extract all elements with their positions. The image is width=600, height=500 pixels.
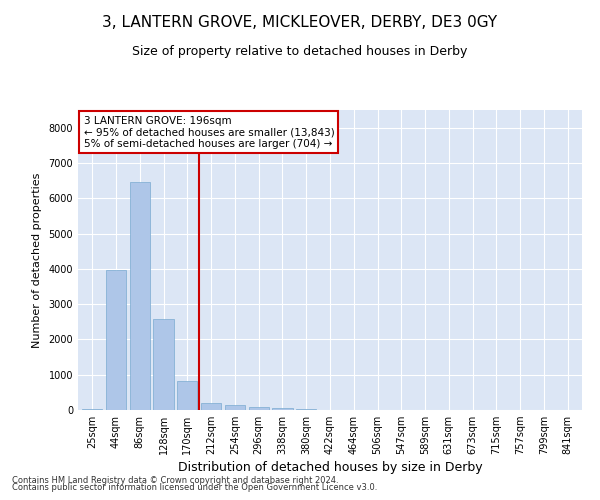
Text: Size of property relative to detached houses in Derby: Size of property relative to detached ho…: [133, 45, 467, 58]
Bar: [296, 409, 316, 410]
Text: 3, LANTERN GROVE, MICKLEOVER, DERBY, DE3 0GY: 3, LANTERN GROVE, MICKLEOVER, DERBY, DE3…: [103, 15, 497, 30]
Text: Contains HM Land Registry data © Crown copyright and database right 2024.: Contains HM Land Registry data © Crown c…: [12, 476, 338, 485]
Bar: [201, 404, 221, 410]
Bar: [225, 406, 245, 410]
Text: 3 LANTERN GROVE: 196sqm
← 95% of detached houses are smaller (13,843)
5% of semi: 3 LANTERN GROVE: 196sqm ← 95% of detache…: [83, 116, 334, 149]
Text: Contains public sector information licensed under the Open Government Licence v3: Contains public sector information licen…: [12, 484, 377, 492]
Bar: [248, 407, 269, 410]
Bar: [272, 408, 293, 410]
Bar: [130, 182, 150, 410]
Bar: [177, 381, 197, 410]
Bar: [106, 270, 126, 410]
Bar: [154, 319, 173, 410]
Y-axis label: Number of detached properties: Number of detached properties: [32, 172, 41, 348]
X-axis label: Distribution of detached houses by size in Derby: Distribution of detached houses by size …: [178, 462, 482, 474]
